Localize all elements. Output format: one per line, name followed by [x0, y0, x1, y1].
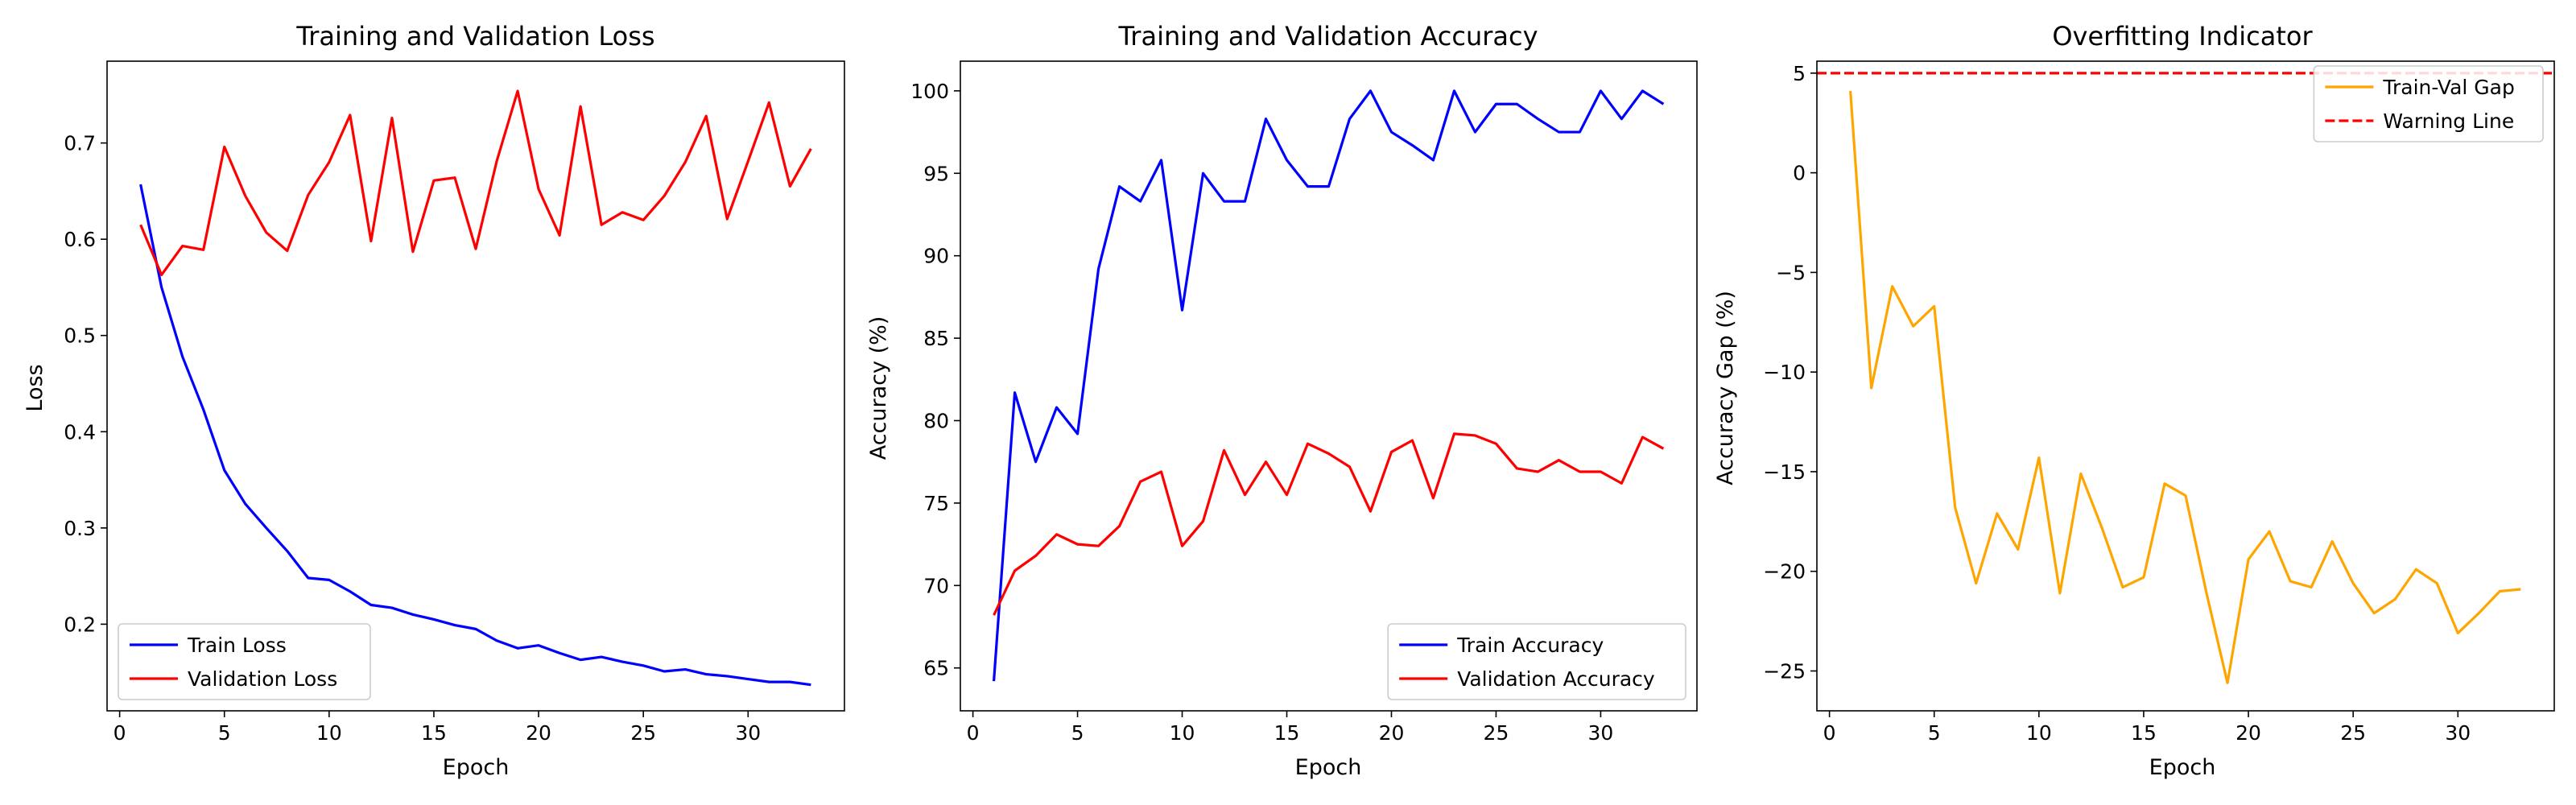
accuracy-xtick-label: 0 — [967, 721, 980, 745]
overfitting-plot-frame — [1816, 60, 2555, 712]
accuracy-ytick-label: 75 — [923, 492, 949, 515]
accuracy-ytick-label: 90 — [923, 245, 949, 268]
accuracy-ytick-label: 70 — [923, 574, 949, 597]
accuracy-xtick-label: 15 — [1274, 721, 1300, 745]
accuracy-xtick-label: 25 — [1484, 721, 1509, 745]
overfitting-ytick-label: −10 — [1763, 361, 1806, 384]
overfitting-ytick-label: −20 — [1763, 560, 1806, 584]
accuracy-xtick-label: 5 — [1071, 721, 1084, 745]
accuracy-plot-frame — [960, 60, 1698, 712]
accuracy-legend-label: Train Accuracy — [1456, 634, 1604, 657]
accuracy-xtick-label: 10 — [1170, 721, 1195, 745]
overfitting-xtick-label: 10 — [2026, 721, 2052, 745]
overfitting-ytick-label: 5 — [1793, 62, 1806, 85]
loss-series-line-1 — [139, 184, 811, 687]
overfitting-chart-title: Overfitting Indicator — [2052, 21, 2313, 52]
accuracy-ytick-label: 85 — [923, 327, 949, 350]
overfitting-legend-box — [2313, 65, 2544, 142]
loss-legend-box — [118, 623, 371, 700]
accuracy-chart-panel: Training and Validation Accuracy Epoch A… — [866, 21, 1698, 780]
loss-ytick-label: 0.4 — [64, 420, 96, 444]
accuracy-legend-box — [1387, 623, 1686, 700]
overfitting-ytick-label: −15 — [1763, 460, 1806, 484]
loss-xtick-label: 15 — [421, 721, 447, 745]
loss-ytick-label: 0.3 — [64, 517, 96, 540]
overfitting-legend-label: Warning Line — [2383, 109, 2514, 133]
loss-xtick-label: 30 — [735, 721, 761, 745]
accuracy-legend: Train Accuracy Validation Accuracy — [1387, 623, 1686, 700]
accuracy-chart-xlabel: Epoch — [1295, 755, 1362, 780]
loss-plot-frame — [106, 60, 845, 712]
overfitting-chart-ylabel: Accuracy Gap (%) — [1713, 291, 1738, 485]
loss-series-line-2 — [139, 89, 812, 277]
loss-legend: Train Loss Validation Loss — [118, 623, 371, 700]
accuracy-ytick-label: 100 — [910, 80, 949, 103]
accuracy-chart-title: Training and Validation Accuracy — [1117, 21, 1538, 52]
loss-chart-panel: Training and Validation Loss Epoch Loss … — [23, 21, 845, 780]
loss-ytick-label: 0.7 — [64, 132, 96, 155]
loss-ytick-label: 0.5 — [64, 324, 96, 348]
overfitting-series-line-1 — [1849, 91, 2521, 684]
overfitting-chart-panel: Overfitting Indicator Epoch Accuracy Gap… — [1713, 21, 2555, 780]
loss-chart-title: Training and Validation Loss — [295, 21, 654, 52]
loss-xtick-label: 20 — [526, 721, 551, 745]
loss-ytick-label: 0.2 — [64, 613, 96, 636]
overfitting-ytick-label: 0 — [1793, 162, 1806, 185]
loss-xtick-label: 10 — [316, 721, 342, 745]
loss-xtick-label: 0 — [114, 721, 126, 745]
accuracy-ytick-label: 65 — [923, 657, 949, 680]
overfitting-legend-label: Train-Val Gap — [2382, 76, 2514, 99]
accuracy-ytick-label: 95 — [923, 162, 949, 185]
overfitting-legend: Train-Val Gap Warning Line — [2313, 65, 2544, 142]
loss-xtick-label: 5 — [218, 721, 231, 745]
loss-chart-xlabel: Epoch — [443, 755, 510, 780]
loss-legend-label: Train Loss — [187, 634, 287, 657]
accuracy-legend-label: Validation Accuracy — [1457, 667, 1655, 691]
loss-xtick-label: 25 — [630, 721, 656, 745]
accuracy-xtick-label: 30 — [1588, 721, 1614, 745]
overfitting-xtick-label: 5 — [1928, 721, 1941, 745]
loss-chart-ylabel: Loss — [23, 364, 47, 411]
overfitting-xtick-label: 20 — [2235, 721, 2261, 745]
overfitting-ytick-label: −25 — [1763, 659, 1806, 683]
loss-legend-label: Validation Loss — [188, 667, 337, 691]
overfitting-ytick-label: −5 — [1776, 261, 1806, 284]
accuracy-ytick-label: 80 — [923, 410, 949, 433]
accuracy-series-line-1 — [992, 89, 1665, 682]
overfitting-xtick-label: 25 — [2340, 721, 2366, 745]
accuracy-xtick-label: 20 — [1379, 721, 1405, 745]
overfitting-xtick-label: 15 — [2131, 721, 2157, 745]
accuracy-series-line-2 — [993, 432, 1665, 616]
overfitting-chart-xlabel: Epoch — [2149, 755, 2216, 780]
overfitting-xtick-label: 30 — [2445, 721, 2471, 745]
overfitting-xtick-label: 0 — [1823, 721, 1836, 745]
loss-ytick-label: 0.6 — [64, 228, 96, 251]
accuracy-chart-ylabel: Accuracy (%) — [866, 316, 891, 460]
